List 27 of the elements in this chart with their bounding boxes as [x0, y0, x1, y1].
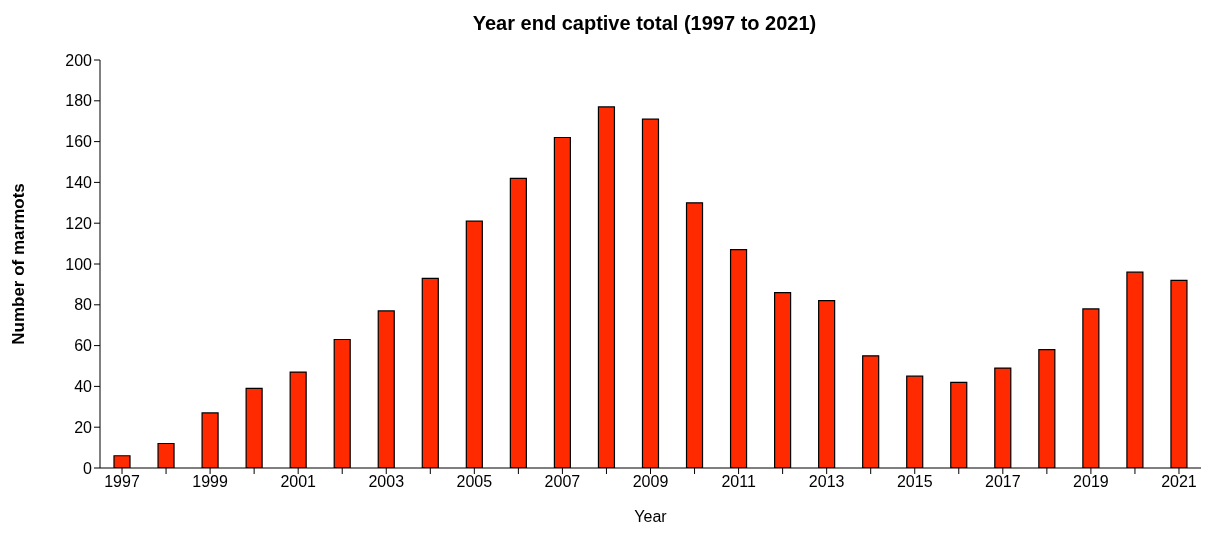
y-tick-label: 200: [65, 51, 93, 69]
y-tick-label: 140: [65, 174, 93, 192]
y-tick-label: 100: [65, 255, 93, 273]
x-tick-label: 2003: [368, 473, 405, 491]
x-tick-label: 2019: [1073, 473, 1109, 491]
x-tick-label: 2005: [456, 473, 493, 491]
y-tick-label: 120: [65, 214, 93, 232]
y-axis-title: Number of marmots: [9, 183, 29, 345]
y-tick-label: 160: [65, 133, 93, 151]
x-tick-label: 2001: [280, 473, 317, 491]
y-tick-label: 0: [83, 459, 93, 477]
x-tick-label: 2011: [721, 473, 756, 491]
x-tick-label: 1997: [104, 473, 140, 491]
x-axis-title: Year: [634, 508, 668, 525]
x-tick-label: 2013: [808, 473, 845, 491]
y-tick-label: 180: [65, 92, 93, 110]
x-tick-label: 1999: [192, 473, 228, 491]
chart-title: Year end captive total (1997 to 2021): [471, 11, 818, 36]
y-tick-label: 20: [74, 418, 93, 436]
x-tick-label: 2015: [896, 473, 933, 491]
x-tick-label: 2017: [985, 473, 1021, 491]
x-tick-label: 2009: [632, 473, 669, 491]
x-tick-label: 2021: [1161, 473, 1197, 491]
y-tick-label: 60: [74, 337, 93, 355]
y-tick-label: 80: [74, 296, 93, 314]
y-tick-label: 40: [74, 378, 93, 396]
x-tick-label: 2007: [544, 473, 581, 491]
